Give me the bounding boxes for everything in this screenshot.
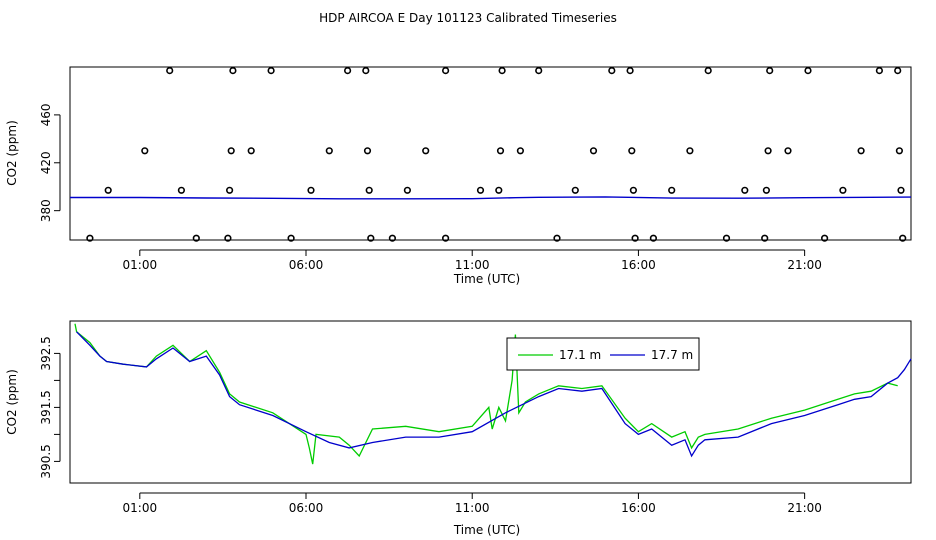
panel-top-xlabel: Time (UTC) <box>453 272 520 286</box>
outlier-point <box>649 234 658 242</box>
outlier-point <box>403 186 412 194</box>
panel-bottom-xlabel: Time (UTC) <box>453 523 520 537</box>
outlier-point <box>589 147 598 155</box>
outlier-point <box>363 147 372 155</box>
panel-top-outlier-points <box>86 66 907 242</box>
outlier-point <box>784 147 792 155</box>
panel-top: 01:00 06:00 11:00 16:00 21:00 380 420 460 Time … <box>5 66 912 286</box>
outlier-point <box>762 186 771 194</box>
chart-title: HDP AIRCOA E Day 101123 Calibrated Times… <box>319 11 617 25</box>
outlier-point <box>247 147 255 155</box>
panel-top-ylabel: CO2 (ppm) <box>5 120 19 186</box>
outlier-point <box>839 186 847 194</box>
outlier-point <box>86 234 94 242</box>
outlier-point <box>495 186 503 194</box>
outlier-point <box>761 234 769 242</box>
outlier-point <box>267 66 275 75</box>
outlier-point <box>820 234 829 242</box>
x-tick-label: 16:00 <box>621 258 656 272</box>
outlier-point <box>104 186 112 194</box>
outlier-point <box>229 66 237 75</box>
outlier-point <box>628 147 636 155</box>
outlier-point <box>177 186 185 194</box>
outlier-point <box>498 66 506 75</box>
outlier-point <box>192 234 200 242</box>
x-tick-label: 21:00 <box>787 258 822 272</box>
outlier-point <box>226 186 234 194</box>
outlier-point <box>367 234 375 242</box>
x-tick-label: 01:00 <box>123 501 158 515</box>
outlier-point <box>894 66 902 75</box>
legend-label-17-7m: 17.7 m <box>651 348 693 362</box>
outlier-point <box>626 66 634 75</box>
outlier-point <box>365 186 373 194</box>
y-tick-label: 420 <box>39 151 53 174</box>
panel-bottom: 01:00 06:00 11:00 16:00 21:00 390.5 391.5 392.5… <box>5 320 912 537</box>
outlier-point <box>344 66 352 75</box>
outlier-point <box>704 66 712 75</box>
outlier-point <box>362 66 370 75</box>
outlier-point <box>857 147 865 155</box>
panel-bottom-ylabel: CO2 (ppm) <box>5 369 19 435</box>
outlier-point <box>227 147 235 155</box>
outlier-point <box>307 186 315 194</box>
outlier-point <box>804 66 812 75</box>
outlier-point <box>764 147 772 155</box>
outlier-point <box>325 147 333 155</box>
outlier-point <box>224 234 232 242</box>
outlier-point <box>287 234 295 242</box>
x-tick-label: 06:00 <box>289 258 324 272</box>
legend-box <box>506 337 700 371</box>
x-tick-label: 06:00 <box>289 501 324 515</box>
chart-legend: 17.1 m 17.7 m <box>506 337 700 371</box>
y-tick-label: 391.5 <box>39 390 53 424</box>
outlier-point <box>496 147 505 155</box>
outlier-point <box>897 186 905 194</box>
outlier-point <box>722 234 731 242</box>
y-tick-label: 380 <box>39 199 53 222</box>
x-tick-label: 01:00 <box>123 258 158 272</box>
series-line-17-7m <box>76 331 912 458</box>
x-tick-label: 11:00 <box>455 258 490 272</box>
y-tick-label: 460 <box>39 103 53 126</box>
outlier-point <box>631 234 639 242</box>
legend-label-17-1m: 17.1 m <box>559 348 601 362</box>
outlier-point <box>875 66 884 75</box>
outlier-point <box>516 147 525 155</box>
outlier-point <box>535 66 543 75</box>
panel-bottom-axes: 01:00 06:00 11:00 16:00 21:00 390.5 391.5 392.5 <box>39 336 822 515</box>
outlier-point <box>668 186 676 194</box>
outlier-point <box>553 234 561 242</box>
outlier-point <box>895 147 904 155</box>
outlier-point <box>686 147 694 155</box>
outlier-point <box>571 186 579 194</box>
outlier-point <box>899 234 907 242</box>
series-line-17-1m <box>74 323 898 465</box>
outlier-point <box>442 234 450 242</box>
outlier-point <box>476 186 485 194</box>
outlier-point <box>629 186 638 194</box>
outlier-point <box>741 186 749 194</box>
outlier-point <box>766 66 774 75</box>
panel-top-baseline-line <box>70 196 912 200</box>
outlier-point <box>442 66 450 75</box>
outlier-point <box>388 234 397 242</box>
y-tick-label: 390.5 <box>39 444 53 478</box>
outlier-point <box>141 147 149 155</box>
panel-top-frame <box>69 66 912 241</box>
x-tick-label: 21:00 <box>787 501 822 515</box>
y-tick-label: 392.5 <box>39 336 53 370</box>
outlier-point <box>608 66 616 75</box>
outlier-point <box>422 147 430 155</box>
panel-top-axes: 01:00 06:00 11:00 16:00 21:00 380 420 460 <box>39 103 822 272</box>
x-tick-label: 16:00 <box>621 501 656 515</box>
x-tick-label: 11:00 <box>455 501 490 515</box>
panel-bottom-frame <box>69 320 912 484</box>
outlier-point <box>166 66 174 75</box>
